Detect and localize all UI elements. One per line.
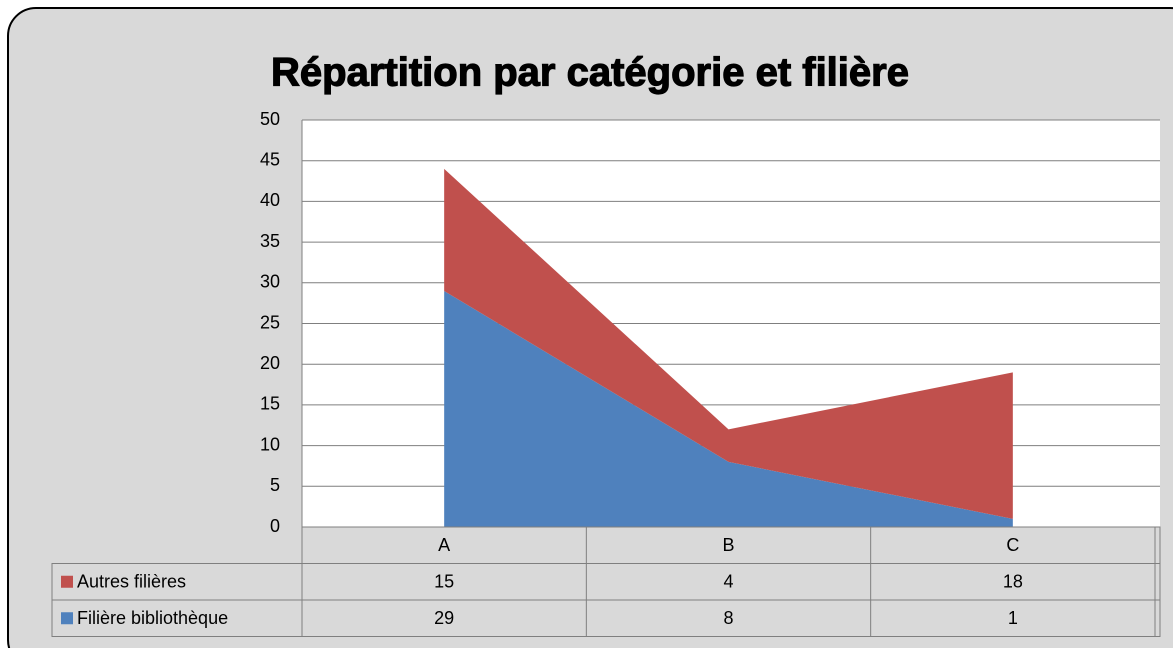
y-tick-label: 35 [260, 231, 280, 251]
x-tick-label: A [438, 535, 450, 555]
table-value: 15 [434, 572, 454, 592]
y-tick-label: 40 [260, 190, 280, 210]
legend-label: Filière bibliothèque [77, 608, 228, 628]
y-tick-label: 10 [260, 434, 280, 454]
chart-title: Répartition par catégorie et filière [271, 51, 909, 95]
y-tick-label: 5 [270, 475, 280, 495]
table-value: 18 [1003, 572, 1023, 592]
table-value: 29 [434, 608, 454, 628]
legend-swatch [61, 612, 73, 625]
y-tick-label: 50 [260, 109, 280, 129]
table-value: 8 [723, 608, 733, 628]
x-tick-label: B [722, 535, 734, 555]
legend-label: Autres filières [77, 572, 186, 592]
y-tick-label: 45 [260, 149, 280, 169]
y-tick-label: 15 [260, 394, 280, 414]
area [444, 168, 1013, 519]
legend-swatch [61, 575, 73, 588]
area [444, 290, 1013, 527]
y-tick-label: 25 [260, 312, 280, 332]
table-value: 1 [1008, 608, 1018, 628]
y-tick-label: 0 [270, 516, 280, 536]
y-tick-label: 30 [260, 272, 280, 292]
table-value: 4 [723, 572, 733, 592]
x-tick-label: C [1006, 535, 1019, 555]
y-tick-label: 20 [260, 353, 280, 373]
